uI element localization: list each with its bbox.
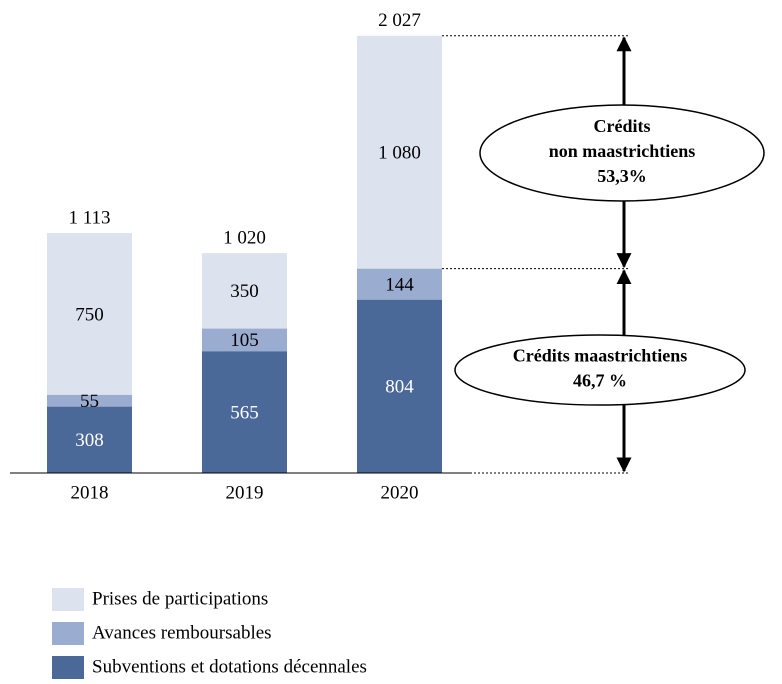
data-label: 565	[230, 402, 259, 423]
annotation-text: non maastrichtiens	[549, 141, 696, 161]
annotation-bubble	[479, 104, 765, 202]
data-label: 144	[385, 275, 414, 296]
data-label: 804	[385, 377, 414, 398]
data-label: 350	[230, 281, 259, 302]
annotation-text: 46,7 %	[573, 371, 627, 391]
x-tick-label: 2020	[381, 482, 419, 503]
total-label: 1 020	[223, 227, 266, 248]
total-label: 1 113	[68, 207, 110, 228]
bar-segment	[357, 299, 442, 473]
bar-segment	[202, 351, 287, 473]
data-label: 105	[230, 330, 259, 351]
bar-segment	[202, 253, 287, 329]
legend-swatch	[52, 656, 84, 679]
bar-segment	[47, 394, 132, 407]
bar-segment	[357, 268, 442, 300]
data-label: 1 080	[378, 143, 421, 164]
total-label: 2 027	[378, 10, 421, 31]
data-label: 55	[80, 391, 99, 412]
annotation-bubble	[454, 334, 746, 406]
bar-segment	[357, 35, 442, 269]
bar-segment	[47, 406, 132, 473]
data-label: 308	[75, 430, 104, 451]
annotation-text: 53,3%	[597, 166, 647, 186]
bar-segment	[47, 233, 132, 395]
legend-label: Avances remboursables	[92, 622, 272, 643]
annotation-text: Crédits	[594, 116, 651, 136]
legend-swatch	[52, 588, 84, 611]
annotation-text: Crédits maastrichtiens	[513, 346, 687, 366]
legend-label: Prises de participations	[92, 588, 268, 609]
bar-segment	[202, 328, 287, 352]
x-tick-label: 2019	[226, 482, 264, 503]
data-label: 750	[75, 304, 104, 325]
legend-swatch	[52, 622, 84, 645]
legend-label: Subventions et dotations décennales	[92, 656, 367, 677]
x-tick-label: 2018	[71, 482, 109, 503]
